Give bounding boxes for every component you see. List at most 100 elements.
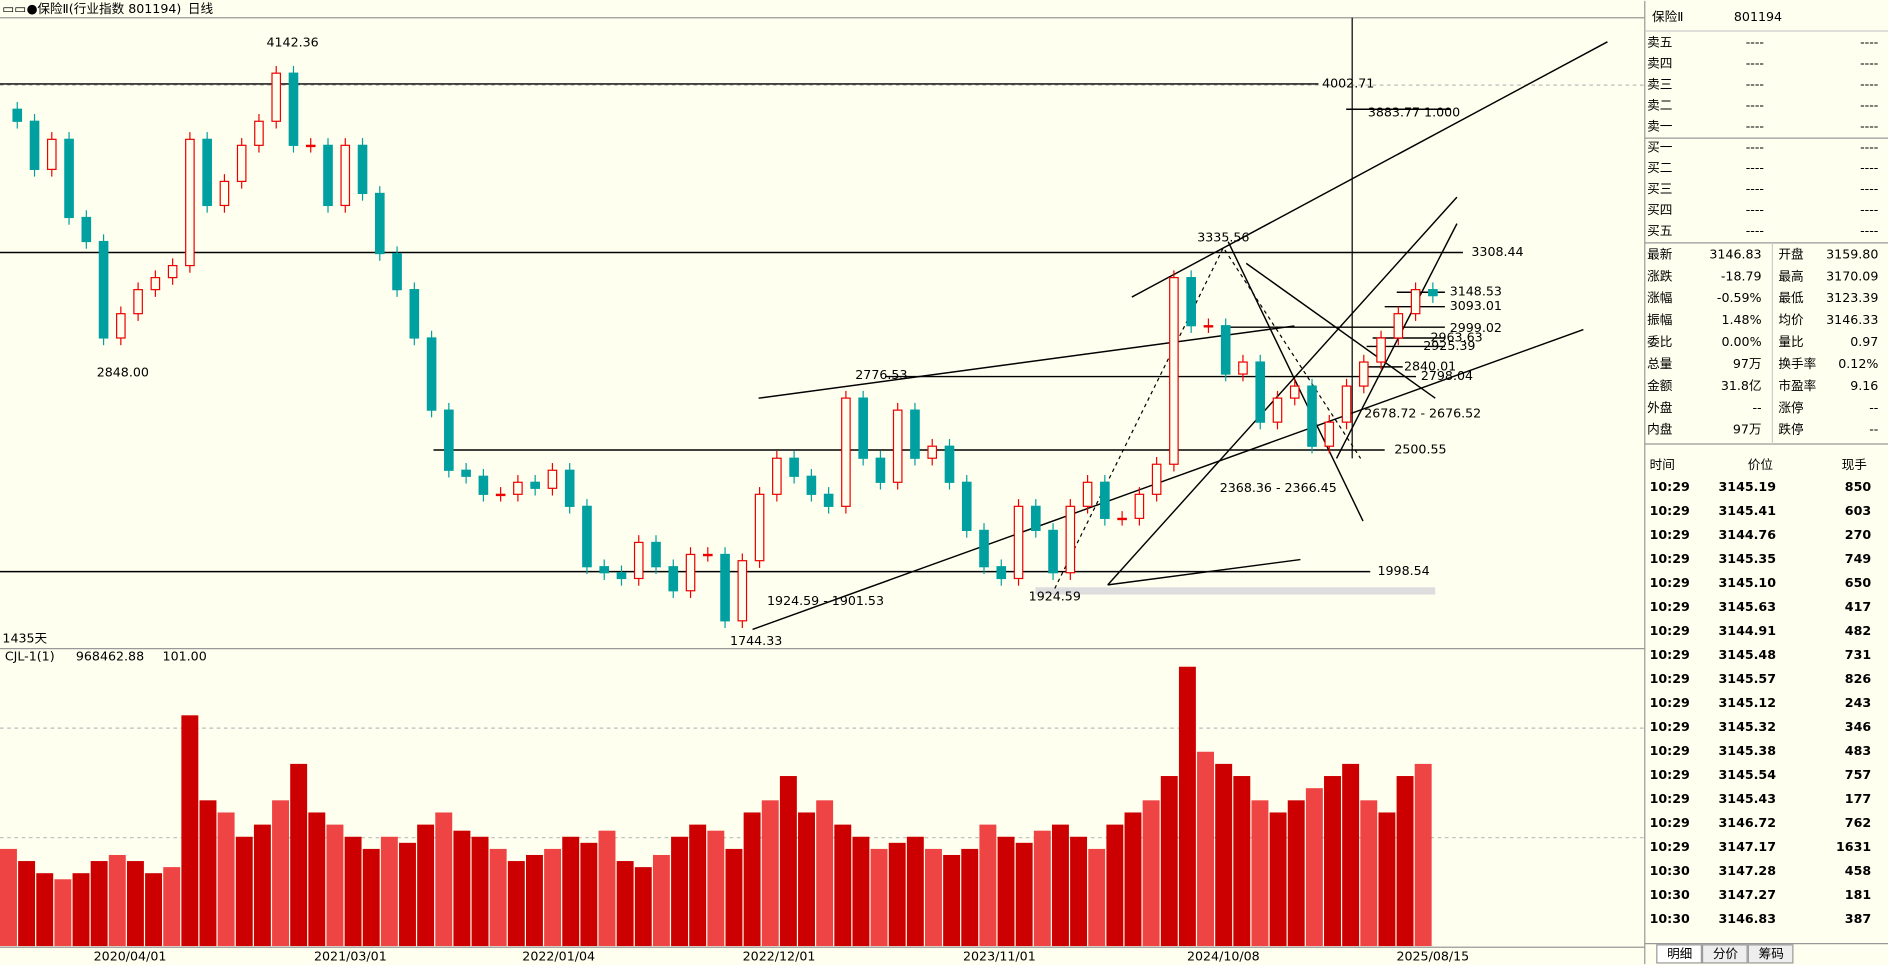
trades-header: 时间 [1650,457,1675,472]
candle [98,240,109,339]
trade-price: 3144.76 [1719,527,1777,542]
annotation: 1998.54 [1377,563,1429,578]
candle [1220,325,1231,375]
trade-price: 3145.19 [1719,479,1777,494]
candle [961,481,972,531]
tab-label[interactable]: 明细 [1667,946,1692,961]
trade-price: 3145.32 [1719,719,1777,734]
candle [185,138,195,267]
tab-label[interactable]: 筹码 [1759,946,1784,961]
tab[interactable] [1701,944,1748,964]
order-volume: ---- [1860,76,1878,91]
trade-time: 10:30 [1650,887,1690,902]
volume-bar [1378,812,1396,947]
trade-price: 3147.28 [1719,863,1777,878]
order-volume: ---- [1860,139,1878,154]
volume-bar [253,824,271,947]
annotation: 2840.01 [1404,358,1456,373]
quote-value: -18.79 [1721,268,1762,283]
volume-bar [852,836,870,947]
trades-header: 现手 [1842,457,1868,472]
trade-price: 3146.83 [1719,911,1777,926]
volume-bar [834,824,852,947]
volume-bar [961,848,979,947]
period[interactable]: 日线 [188,1,214,16]
volume-bar [1360,800,1378,947]
indicator-value: 968462.88 [76,649,144,664]
volume-bar [453,830,471,947]
volume-bar [1033,830,1051,947]
volume-bar [163,867,181,947]
candle [1358,361,1369,387]
quote-value: 0.97 [1850,334,1878,349]
candle [323,144,333,207]
volume-bar [344,836,362,947]
candle [633,541,644,580]
trend-line [1245,262,1436,399]
candle [996,566,1007,580]
annotation: 3335.56 [1197,230,1249,245]
candle [1324,421,1335,447]
tab[interactable] [1747,944,1794,964]
candle [513,481,523,495]
volume-bar [362,848,380,947]
candle [1410,289,1421,315]
menu-icon[interactable]: ▭▭ [2,1,26,16]
trade-time: 10:29 [1650,695,1690,710]
volume-bar [1324,776,1341,947]
annotation: 1924.59 [1029,588,1081,603]
volume-bar [1070,836,1088,947]
volume-bar [798,812,815,947]
trend-line [1335,223,1458,459]
order-label: 卖二 [1647,97,1672,112]
candle [582,505,592,568]
volume-bar [1287,800,1305,947]
indicator-name[interactable]: CJL-1(1) [5,649,55,664]
trend-line [1107,558,1301,586]
candle [823,493,834,507]
order-volume: ---- [1860,118,1878,133]
volume-bar [235,836,253,947]
candle [426,337,437,411]
quote-value: 97万 [1733,356,1762,371]
candle [46,138,57,170]
volume-bar [870,848,888,947]
order-volume: ---- [1860,97,1878,112]
order-volume: ---- [1860,181,1878,196]
volume-bar [652,854,670,947]
quote-label: 涨跌 [1647,268,1673,283]
candle [150,277,161,291]
candle [910,409,920,459]
trend-line [758,325,1295,399]
volume-bar [1197,751,1215,947]
candle [1169,277,1179,465]
quote-label: 外盘 [1647,400,1673,415]
trade-price: 3145.54 [1719,767,1777,782]
annotation: 1924.59 - 1901.53 [767,593,884,608]
quote-value: -- [1869,422,1878,437]
annotation: 3093.01 [1450,298,1502,313]
tab-label[interactable]: 分价 [1713,946,1739,961]
trade-time: 10:29 [1650,743,1690,758]
volume-bar [562,836,580,947]
order-label: 买三 [1647,181,1672,196]
candle [1013,505,1024,580]
candle [12,108,23,122]
volume-bar [997,836,1015,947]
days-label: 1435天 [2,631,47,646]
candle [219,180,230,207]
volume-bar [1178,666,1196,947]
trade-volume: 181 [1845,887,1871,902]
candle [1203,325,1214,328]
quote-label: 换手率 [1778,356,1816,371]
volume-bar [906,836,924,947]
volume-bar [217,812,235,947]
tab[interactable] [1656,944,1702,964]
candle [858,397,868,459]
annotation: 2963.63 [1430,330,1482,345]
candle [357,144,368,195]
volume-bar [145,873,163,947]
trade-volume: 757 [1845,767,1871,782]
